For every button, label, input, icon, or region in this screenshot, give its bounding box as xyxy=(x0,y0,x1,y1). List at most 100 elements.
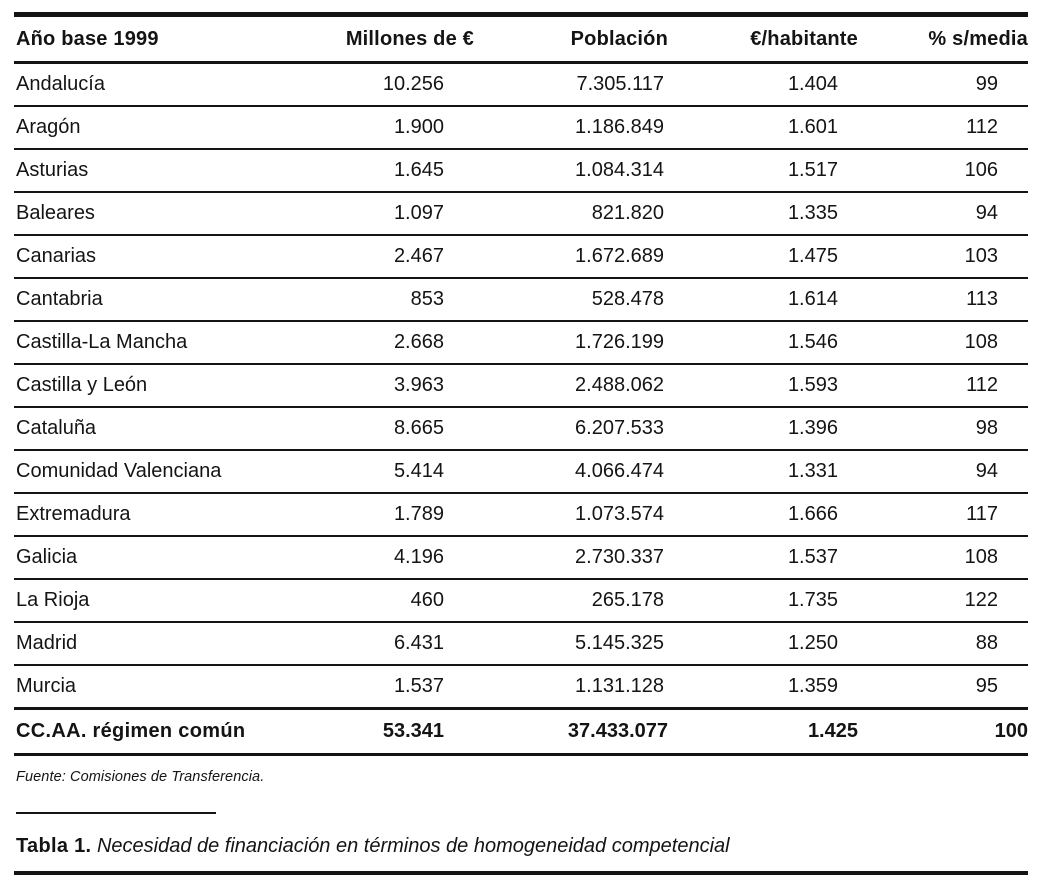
habitante-value: 1.735 xyxy=(668,579,858,623)
habitante-value: 1.475 xyxy=(668,235,858,279)
media-value: 113 xyxy=(858,278,1028,322)
millones-value: 8.665 xyxy=(294,407,474,451)
millones-value: 2.668 xyxy=(294,321,474,365)
source-note: Fuente: Comisiones de Transferencia. xyxy=(16,769,265,785)
millones-value: 1.789 xyxy=(294,493,474,537)
table-row: Comunidad Valenciana 5.414 4.066.474 1.3… xyxy=(14,450,1028,494)
poblacion-value: 1.186.849 xyxy=(474,106,668,150)
total-millones: 53.341 xyxy=(294,707,474,756)
table-row: Extremadura 1.789 1.073.574 1.666 117 xyxy=(14,493,1028,537)
table-row: Cantabria 853 528.478 1.614 113 xyxy=(14,278,1028,322)
region-name: Murcia xyxy=(14,665,294,710)
total-poblacion: 37.433.077 xyxy=(474,707,668,756)
table-caption-label: Tabla 1. xyxy=(16,835,92,857)
habitante-value: 1.666 xyxy=(668,493,858,537)
poblacion-value: 4.066.474 xyxy=(474,450,668,494)
habitante-value: 1.537 xyxy=(668,536,858,580)
table-row: Baleares 1.097 821.820 1.335 94 xyxy=(14,192,1028,236)
habitante-value: 1.517 xyxy=(668,149,858,193)
financing-table: Año base 1999 Millones de € Población €/… xyxy=(14,12,1028,756)
region-name: Asturias xyxy=(14,149,294,193)
media-value: 106 xyxy=(858,149,1028,193)
poblacion-value: 7.305.117 xyxy=(474,62,668,107)
habitante-value: 1.359 xyxy=(668,665,858,710)
region-name: Castilla-La Mancha xyxy=(14,321,294,365)
table-row: Castilla y León 3.963 2.488.062 1.593 11… xyxy=(14,364,1028,408)
region-name: Cantabria xyxy=(14,278,294,322)
media-value: 108 xyxy=(858,321,1028,365)
caption-divider-rule xyxy=(16,812,216,814)
media-value: 99 xyxy=(858,62,1028,107)
table-caption-text: Necesidad de financiación en términos de… xyxy=(91,835,730,857)
millones-value: 6.431 xyxy=(294,622,474,666)
total-row: CC.AA. régimen común 53.341 37.433.077 1… xyxy=(14,707,1028,756)
millones-value: 5.414 xyxy=(294,450,474,494)
total-habitante: 1.425 xyxy=(668,707,858,756)
table-row: La Rioja 460 265.178 1.735 122 xyxy=(14,579,1028,623)
region-name: Extremadura xyxy=(14,493,294,537)
poblacion-value: 6.207.533 xyxy=(474,407,668,451)
millones-value: 853 xyxy=(294,278,474,322)
table-caption: Tabla 1. Necesidad de financiación en té… xyxy=(14,835,1061,858)
habitante-value: 1.396 xyxy=(668,407,858,451)
media-value: 108 xyxy=(858,536,1028,580)
bottom-rule xyxy=(14,871,1028,875)
header-row: Año base 1999 Millones de € Población €/… xyxy=(14,14,1028,64)
table-row: Madrid 6.431 5.145.325 1.250 88 xyxy=(14,622,1028,666)
habitante-value: 1.250 xyxy=(668,622,858,666)
table-row: Canarias 2.467 1.672.689 1.475 103 xyxy=(14,235,1028,279)
table-row: Andalucía 10.256 7.305.117 1.404 99 xyxy=(14,62,1028,107)
millones-value: 1.900 xyxy=(294,106,474,150)
media-value: 112 xyxy=(858,106,1028,150)
region-name: Canarias xyxy=(14,235,294,279)
habitante-value: 1.593 xyxy=(668,364,858,408)
poblacion-value: 2.730.337 xyxy=(474,536,668,580)
region-name: Galicia xyxy=(14,536,294,580)
media-value: 88 xyxy=(858,622,1028,666)
habitante-value: 1.546 xyxy=(668,321,858,365)
header-habitante: €/habitante xyxy=(668,14,858,64)
table-header: Año base 1999 Millones de € Población €/… xyxy=(14,14,1028,64)
media-value: 112 xyxy=(858,364,1028,408)
poblacion-value: 1.073.574 xyxy=(474,493,668,537)
poblacion-value: 1.672.689 xyxy=(474,235,668,279)
media-value: 95 xyxy=(858,665,1028,710)
table-row: Murcia 1.537 1.131.128 1.359 95 xyxy=(14,665,1028,710)
millones-value: 2.467 xyxy=(294,235,474,279)
region-name: Madrid xyxy=(14,622,294,666)
region-name: La Rioja xyxy=(14,579,294,623)
region-name: Baleares xyxy=(14,192,294,236)
media-value: 117 xyxy=(858,493,1028,537)
table-row: Aragón 1.900 1.186.849 1.601 112 xyxy=(14,106,1028,150)
table-row: Castilla-La Mancha 2.668 1.726.199 1.546… xyxy=(14,321,1028,365)
millones-value: 1.645 xyxy=(294,149,474,193)
media-value: 94 xyxy=(858,450,1028,494)
habitante-value: 1.614 xyxy=(668,278,858,322)
habitante-value: 1.601 xyxy=(668,106,858,150)
region-name: Castilla y León xyxy=(14,364,294,408)
header-millones: Millones de € xyxy=(294,14,474,64)
poblacion-value: 5.145.325 xyxy=(474,622,668,666)
millones-value: 3.963 xyxy=(294,364,474,408)
total-media: 100 xyxy=(858,707,1028,756)
poblacion-value: 2.488.062 xyxy=(474,364,668,408)
millones-value: 4.196 xyxy=(294,536,474,580)
millones-value: 460 xyxy=(294,579,474,623)
header-region: Año base 1999 xyxy=(14,14,294,64)
region-name: Cataluña xyxy=(14,407,294,451)
poblacion-value: 528.478 xyxy=(474,278,668,322)
media-value: 98 xyxy=(858,407,1028,451)
table-row: Asturias 1.645 1.084.314 1.517 106 xyxy=(14,149,1028,193)
poblacion-value: 265.178 xyxy=(474,579,668,623)
region-name: Comunidad Valenciana xyxy=(14,450,294,494)
table-row: Cataluña 8.665 6.207.533 1.396 98 xyxy=(14,407,1028,451)
header-media: % s/media xyxy=(858,14,1028,64)
table-row: Galicia 4.196 2.730.337 1.537 108 xyxy=(14,536,1028,580)
millones-value: 1.097 xyxy=(294,192,474,236)
media-value: 94 xyxy=(858,192,1028,236)
total-label: CC.AA. régimen común xyxy=(14,707,294,756)
millones-value: 10.256 xyxy=(294,62,474,107)
poblacion-value: 821.820 xyxy=(474,192,668,236)
poblacion-value: 1.131.128 xyxy=(474,665,668,710)
